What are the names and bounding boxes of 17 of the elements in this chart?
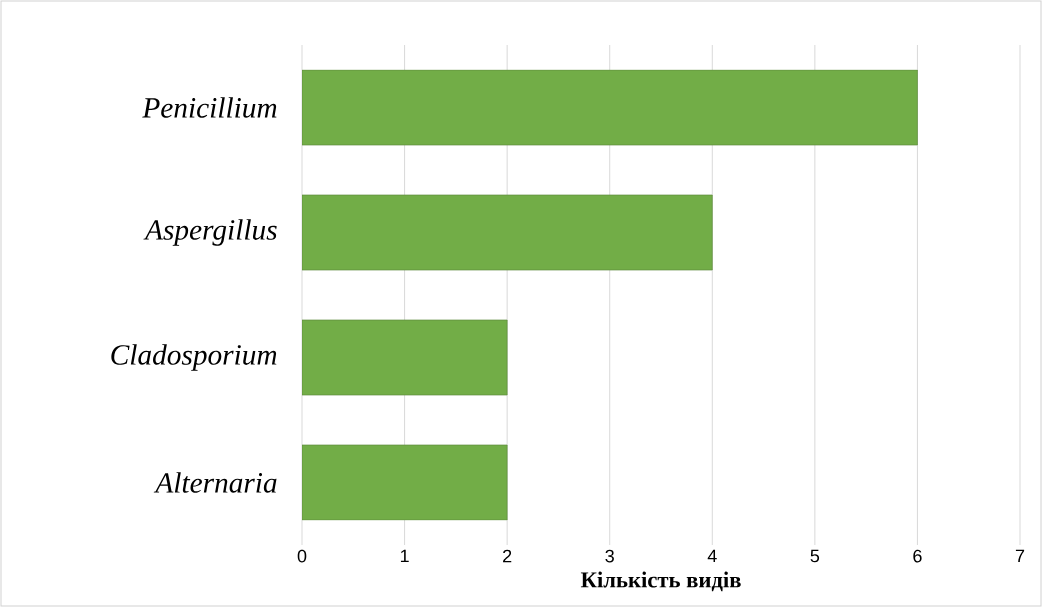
x-tick-label: 5 xyxy=(810,549,820,563)
x-tick-label: 4 xyxy=(707,549,717,563)
y-tick-label: Alternaria xyxy=(153,472,277,493)
x-axis-title: Кількість видів xyxy=(580,571,741,592)
bar xyxy=(302,444,508,521)
x-tick-label: 3 xyxy=(605,549,614,563)
x-tick-label: 1 xyxy=(400,549,409,563)
y-tick-label: Penicillium xyxy=(142,97,277,118)
y-tick-label: Aspergillus xyxy=(143,219,277,246)
bar xyxy=(302,319,508,396)
bar xyxy=(302,194,713,271)
y-tick-label: Cladosporium xyxy=(111,344,277,371)
x-tick-label: 2 xyxy=(503,549,512,563)
x-tick-label: 6 xyxy=(913,549,922,563)
x-tick-label: 0 xyxy=(297,549,307,563)
x-tick-label: 7 xyxy=(1015,549,1025,563)
bar xyxy=(302,69,918,146)
